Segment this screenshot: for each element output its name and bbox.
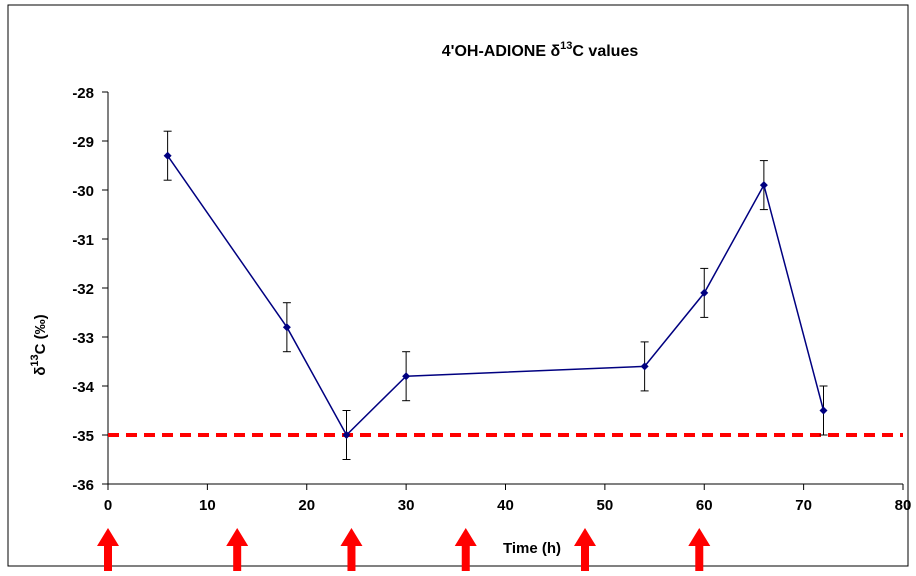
x-tick-label: 60	[696, 497, 713, 514]
x-tick-label: 30	[398, 497, 415, 514]
y-tick-label: -33	[72, 330, 94, 347]
y-tick-label: -34	[72, 379, 94, 396]
x-tick-label: 0	[104, 497, 112, 514]
dose-arrow	[340, 528, 363, 571]
y-tick-label: -30	[72, 183, 94, 200]
y-tick-label: -35	[72, 428, 94, 445]
dose-arrow	[688, 528, 711, 571]
axes	[107, 92, 903, 485]
data-point	[402, 372, 411, 381]
data-point	[819, 406, 828, 415]
dose-arrow	[97, 528, 119, 571]
data-point	[282, 323, 291, 332]
x-tick-label: 20	[298, 497, 315, 514]
data-point	[640, 362, 649, 371]
y-tick-label: -32	[72, 281, 94, 298]
data-point	[759, 181, 768, 190]
x-tick-label: 70	[795, 497, 812, 514]
chart-title: 4'OH-ADIONE δ13C values	[442, 40, 639, 60]
dose-arrows	[97, 528, 711, 571]
x-tick-label: 10	[199, 497, 216, 514]
data-point	[700, 288, 709, 297]
dose-arrow	[574, 528, 596, 571]
data-series	[163, 151, 828, 439]
x-axis-ticks: 0 10 20 30 40 50 60 70 80	[104, 484, 912, 514]
y-tick-label: -29	[72, 134, 94, 151]
y-axis-label: δ13C (‰)	[29, 314, 49, 375]
y-tick-label: -28	[72, 85, 94, 102]
x-tick-label: 50	[597, 497, 614, 514]
y-axis-ticks: -28 -29 -30 -31 -32 -33 -34 -35 -36	[72, 85, 108, 494]
y-tick-label: -31	[72, 232, 94, 249]
series-line	[166, 155, 825, 437]
x-axis-label: Time (h)	[503, 540, 561, 557]
x-tick-label: 80	[895, 497, 912, 514]
dose-arrow	[454, 528, 477, 571]
x-tick-label: 40	[497, 497, 514, 514]
dose-arrow	[226, 528, 249, 571]
y-tick-label: -36	[72, 477, 94, 494]
data-point	[163, 151, 172, 160]
chart-border	[7, 4, 909, 567]
data-point	[342, 431, 351, 439]
